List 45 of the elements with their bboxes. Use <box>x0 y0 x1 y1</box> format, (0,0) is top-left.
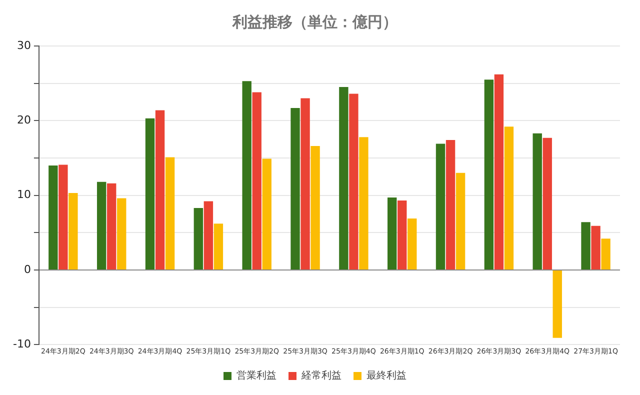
chart-title: 利益推移（単位：億円） <box>232 12 398 31</box>
bar <box>388 198 397 270</box>
y-tick-label: -10 <box>13 337 31 350</box>
legend-label: 最終利益 <box>366 370 406 382</box>
bar <box>494 74 504 270</box>
y-tick-label: 0 <box>24 262 31 276</box>
bar <box>68 193 78 270</box>
bar <box>300 98 310 270</box>
bar <box>446 140 456 270</box>
bar <box>408 218 417 270</box>
bar <box>504 126 514 270</box>
bar <box>117 198 126 270</box>
bar <box>145 118 155 270</box>
bar <box>96 182 106 270</box>
bar <box>242 81 252 270</box>
bar <box>398 200 407 270</box>
bar <box>262 158 272 270</box>
bar <box>456 172 466 270</box>
bar <box>106 183 116 270</box>
y-tick-label: 20 <box>16 114 31 127</box>
bar <box>155 110 165 270</box>
bar <box>349 94 358 270</box>
bar <box>436 144 446 270</box>
bar <box>214 224 224 270</box>
bar <box>359 137 368 270</box>
bar <box>204 201 214 270</box>
bar <box>552 270 562 338</box>
bar <box>290 108 300 270</box>
legend-label: 経常利益 <box>300 370 342 382</box>
bar <box>252 92 262 270</box>
bar <box>591 226 600 270</box>
bar <box>542 138 552 270</box>
bar <box>165 157 175 270</box>
y-tick-label: 10 <box>16 188 31 202</box>
bar <box>484 80 494 270</box>
bar <box>339 87 348 270</box>
bar <box>581 222 590 270</box>
y-tick-label: 30 <box>16 38 31 52</box>
bar <box>532 133 542 270</box>
bar <box>48 165 58 270</box>
legend-label: 営業利益 <box>236 370 276 382</box>
bar <box>58 164 68 270</box>
bar <box>601 238 610 270</box>
bar <box>310 146 320 270</box>
bar <box>194 208 204 270</box>
